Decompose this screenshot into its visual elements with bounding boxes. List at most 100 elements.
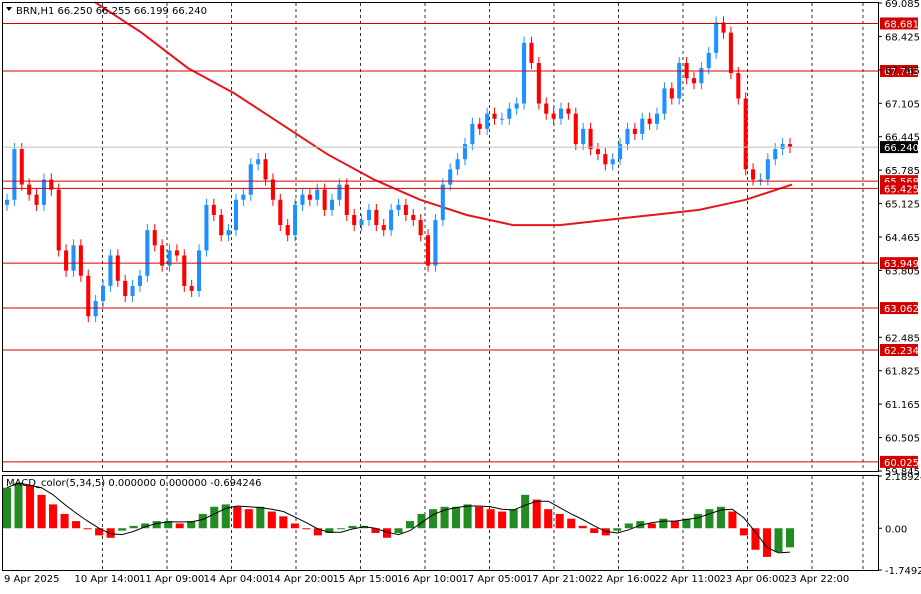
macd-bar [279, 516, 288, 529]
y-tick-label: 67.765 [885, 66, 920, 77]
x-tick-label: 22 Apr 16:00 [591, 574, 656, 585]
macd-bar [210, 506, 219, 529]
x-tick-label: 9 Apr 2025 [4, 574, 59, 585]
macd-bar [187, 521, 196, 529]
y-tick-label: 62.485 [885, 333, 920, 344]
collapse-triangle-icon[interactable] [6, 7, 12, 11]
candle-body [403, 204, 408, 215]
candle-body [714, 22, 719, 53]
candle-body [780, 144, 785, 150]
macd-bar [590, 528, 599, 534]
y-tick-label: 65.785 [885, 166, 920, 177]
macd-bar [405, 521, 415, 529]
macd-header: MACD_color(5,34,5) 0.000000 0.000000 -0.… [6, 478, 262, 489]
level-tag [880, 17, 918, 30]
level-layer: 68.68167.74365.56865.42563.94963.06262.2… [3, 17, 919, 469]
candle-body [544, 103, 549, 114]
macd-bar [141, 523, 150, 529]
macd-bar [739, 528, 748, 536]
candle-body [256, 159, 261, 165]
x-tick-label: 22 Apr 11:00 [655, 574, 720, 585]
candle-body [374, 209, 379, 226]
level-tag [880, 64, 918, 77]
macd-bar [452, 506, 461, 529]
x-tick-label: 17 Apr 21:00 [526, 574, 591, 585]
y-tick-label: 67.105 [885, 99, 920, 110]
candle-body [669, 88, 674, 99]
macd-layer [2, 482, 795, 557]
macd-bar [233, 506, 242, 529]
candle-body [743, 98, 748, 170]
candle-body [160, 245, 165, 266]
candle-body [595, 149, 600, 155]
candle-body [71, 245, 76, 271]
macd-bar [2, 487, 12, 529]
candle-body [233, 199, 239, 231]
macd-bar [659, 518, 668, 529]
axis-layer: 9 Apr 2025 10 Apr 14:00 11 Apr 09:00 14 Apr… [4, 0, 921, 585]
macd-bar [693, 513, 702, 529]
candle-body [618, 144, 623, 160]
candle-body [34, 194, 39, 205]
candle-body [366, 209, 371, 221]
macd-bar [25, 485, 35, 529]
candle-body [433, 220, 438, 266]
candle-body [389, 209, 394, 231]
macd-bar [336, 528, 345, 530]
candle-body [78, 245, 83, 276]
macd-bar [325, 528, 334, 534]
candle-body [536, 63, 541, 104]
candle-body [758, 179, 763, 181]
macd-bar [267, 511, 276, 529]
candle-body [115, 255, 120, 281]
y-tick-label: 63.805 [885, 266, 920, 277]
macd-bar [221, 504, 230, 529]
candle-body [86, 275, 91, 317]
candle-body [285, 225, 290, 236]
macd-bar [371, 528, 380, 534]
macd-bar [152, 521, 161, 529]
candle-body [485, 113, 490, 129]
candle-body [477, 123, 482, 129]
macd-bar [129, 525, 138, 529]
candle-body [359, 220, 364, 226]
macd-bar [716, 506, 725, 529]
candle-body [4, 199, 10, 205]
candle-body [470, 123, 475, 145]
macd-bar [256, 506, 265, 529]
candle-body [499, 118, 504, 120]
level-tag-label: 68.681 [884, 19, 919, 30]
candle-body [787, 144, 793, 148]
x-tick-label: 23 Apr 06:00 [720, 574, 785, 585]
current-price-label: 66.240 [884, 143, 919, 154]
candle-body [706, 52, 711, 69]
macd-bar [486, 509, 495, 529]
candle-body [522, 42, 527, 104]
candle-body [174, 250, 179, 256]
macd-bar [682, 518, 691, 529]
grid-layer [102, 3, 864, 570]
candle-body [418, 220, 423, 236]
macd-bar [578, 525, 587, 529]
candle-body [773, 149, 778, 160]
macd-bar [751, 528, 760, 550]
macd-pane-frame [2, 475, 879, 571]
macd-bar [302, 528, 311, 530]
candle-body [307, 194, 312, 200]
candle-body [270, 179, 275, 200]
candle-body [152, 230, 157, 246]
macd-tick-label: -1.749214 [885, 566, 921, 577]
macd-bar [313, 528, 322, 536]
candle-body [226, 230, 231, 236]
candle-body [728, 32, 733, 74]
candle-body [581, 128, 586, 145]
candle-body [329, 199, 335, 210]
candle-body [108, 255, 113, 286]
macd-bar [544, 509, 553, 529]
candle-body [640, 118, 645, 134]
candle-body [293, 204, 298, 236]
macd-bar [785, 528, 795, 548]
candle-body [182, 255, 187, 286]
